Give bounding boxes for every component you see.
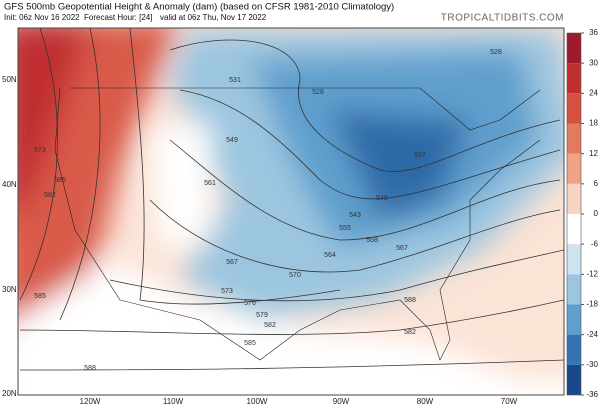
brand: TROPICALTIDBITS.COM [441,13,564,24]
colorbar-label: -12 [586,269,598,278]
contour-label: 531 [229,77,241,84]
contours [19,28,564,371]
colorbar-label: 36 [589,28,598,37]
colorbar-segment [567,123,581,154]
colorbar-segment [567,364,581,395]
contour-label: 537 [414,152,426,159]
title: GFS 500mb Geopotential Height & Anomaly … [4,2,394,13]
longitude-label: 100W [247,397,268,406]
contour-label: 585 [244,340,256,347]
colorbar-label: 6 [594,179,599,188]
colorbar-label: -6 [591,239,599,248]
contour-label: 555 [339,225,351,232]
colorbar-segment [567,334,581,365]
longitude-label: 120W [80,397,101,406]
contour-label: 582 [404,329,416,336]
colorbar-segment [567,214,581,245]
colorbar-label: 24 [589,88,598,97]
colorbar-segment [567,153,581,184]
colorbar-label: 18 [589,119,598,128]
forecast-hour: Forecast Hour: [24] [84,13,152,22]
colorbar-segment [567,244,581,275]
colorbar-segment [567,183,581,214]
contour-label: 588 [404,297,416,304]
contour-label: 585 [34,293,46,300]
contour-label: 543 [349,212,361,219]
contour-label: 588 [84,365,96,372]
latitude-label: 30N [2,285,17,294]
contour-label: 573 [34,147,46,154]
colorbar-label: -30 [586,360,598,369]
colorbar-label: 0 [594,209,599,218]
contour-label: 528 [490,49,502,56]
colorbar-label: 12 [589,149,598,158]
map-frame [17,27,565,396]
colorbar-label: -24 [586,330,598,339]
contour-label: 564 [324,252,336,259]
colorbar-segment [567,33,581,64]
colorbar-segment [567,93,581,124]
longitude-label: 90W [333,397,350,406]
init: Init: 06z Nov 16 2022 [4,13,80,22]
colorbar-segment [567,274,581,305]
latitude-label: 50N [2,75,17,84]
contour-label: 546 [376,195,388,202]
contour-label: 528 [312,89,324,96]
contour-label: 567 [226,259,238,266]
contour-label: 579 [256,312,268,319]
contour-label: 576 [244,300,256,307]
colorbar-label: -36 [586,390,598,399]
contour-label: 567 [396,245,408,252]
map [18,28,564,395]
latitude-label: 20N [2,389,17,398]
borders [54,87,541,361]
contour-label: 582 [44,192,56,199]
contour-label: 561 [204,180,216,187]
longitude-label: 70W [501,397,518,406]
contour-label: 585 [54,177,66,184]
contour-label: 582 [264,322,276,329]
valid-time: valid at 06z Thu, Nov 17 2022 [160,13,267,22]
colorbar-label: -18 [586,300,598,309]
colorbar-segment [567,63,581,94]
contour-label: 573 [221,288,233,295]
longitude-label: 80W [417,397,434,406]
contour-label: 570 [289,272,301,279]
contour-label: 549 [226,137,238,144]
colorbar-segment [567,304,581,335]
longitude-label: 110W [163,397,184,406]
contour-label: 558 [366,237,378,244]
latitude-label: 40N [2,180,17,189]
colorbar-label: 30 [589,58,598,67]
